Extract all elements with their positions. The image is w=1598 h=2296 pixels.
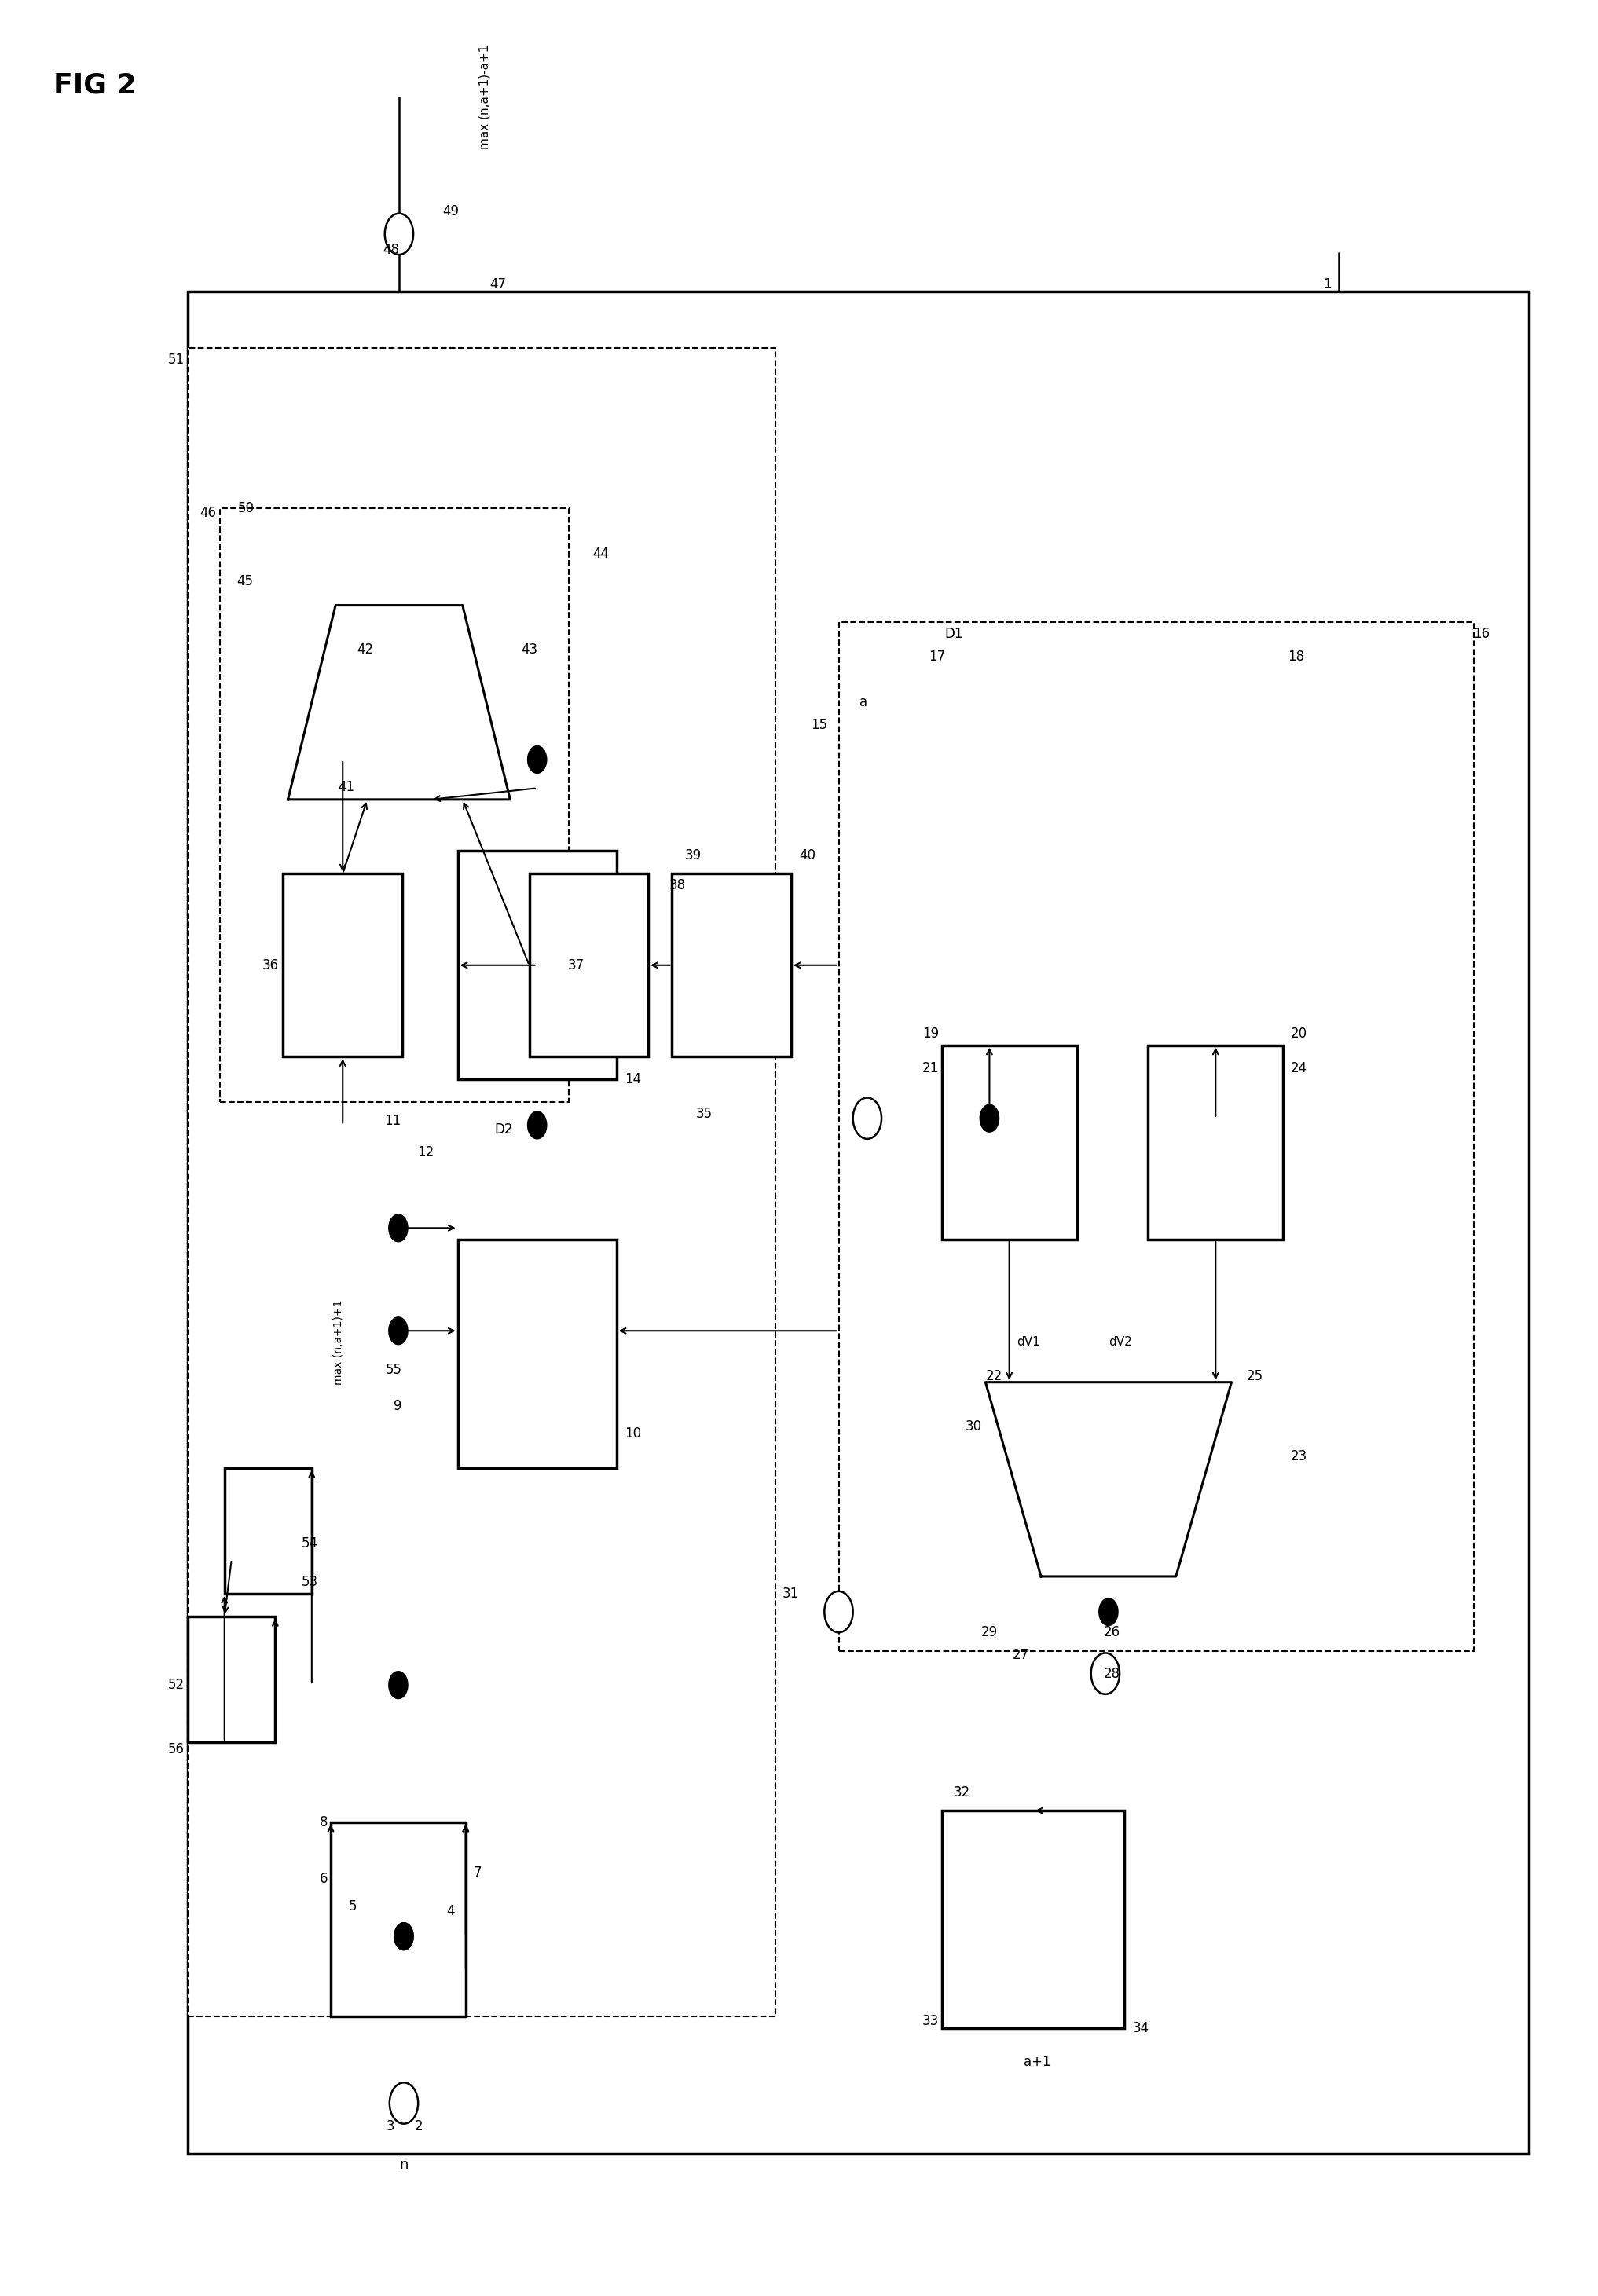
Circle shape	[527, 746, 547, 774]
Text: 46: 46	[200, 505, 217, 519]
Text: 9: 9	[395, 1398, 403, 1414]
Text: 26: 26	[1104, 1626, 1120, 1639]
Text: 15: 15	[810, 719, 828, 732]
Bar	[283, 875, 403, 1056]
Text: D1: D1	[944, 627, 964, 641]
Circle shape	[385, 214, 414, 255]
Bar	[457, 1240, 617, 1467]
Text: 50: 50	[238, 501, 254, 514]
Text: 53: 53	[302, 1575, 318, 1589]
Text: 38: 38	[670, 877, 686, 893]
Bar	[941, 1045, 1077, 1240]
Text: 8: 8	[320, 1816, 328, 1830]
Text: 22: 22	[986, 1368, 1002, 1384]
Circle shape	[395, 1922, 414, 1949]
Text: max (n,a+1)-a+1: max (n,a+1)-a+1	[479, 44, 491, 149]
Text: 20: 20	[1291, 1026, 1307, 1040]
Text: 28: 28	[1104, 1667, 1120, 1681]
Text: 21: 21	[922, 1061, 938, 1075]
Bar	[189, 292, 1529, 2154]
Text: 19: 19	[922, 1026, 938, 1040]
Text: 25: 25	[1246, 1368, 1262, 1384]
Circle shape	[1099, 1598, 1119, 1626]
Text: 10: 10	[625, 1426, 641, 1440]
Text: a: a	[860, 696, 868, 709]
Text: dV1: dV1	[1016, 1336, 1040, 1348]
Bar	[219, 507, 569, 1102]
Text: 36: 36	[262, 957, 278, 971]
Text: 52: 52	[168, 1678, 185, 1692]
Text: n: n	[400, 2158, 407, 2172]
Circle shape	[527, 1111, 547, 1139]
Text: 7: 7	[473, 1864, 483, 1880]
Text: dV2: dV2	[1109, 1336, 1131, 1348]
Text: 14: 14	[625, 1072, 641, 1086]
Bar	[457, 852, 617, 1079]
Text: 51: 51	[168, 354, 185, 367]
Bar	[529, 875, 649, 1056]
Circle shape	[388, 1318, 407, 1345]
Circle shape	[395, 1922, 414, 1949]
Text: 11: 11	[384, 1114, 401, 1127]
Text: 2: 2	[415, 2119, 423, 2133]
Text: 30: 30	[965, 1419, 981, 1433]
Text: 5: 5	[348, 1899, 356, 1915]
Circle shape	[388, 1671, 407, 1699]
Circle shape	[1091, 1653, 1120, 1694]
Text: 32: 32	[954, 1786, 970, 1800]
Text: 39: 39	[684, 850, 702, 863]
Text: 29: 29	[981, 1626, 997, 1639]
Bar	[189, 1616, 275, 1743]
Text: 12: 12	[417, 1146, 435, 1159]
Text: 31: 31	[783, 1587, 799, 1600]
Text: 34: 34	[1133, 2020, 1149, 2034]
Text: 49: 49	[443, 204, 459, 218]
Text: 41: 41	[339, 781, 355, 794]
Text: 33: 33	[922, 2014, 938, 2027]
Text: 18: 18	[1288, 650, 1304, 664]
Text: 56: 56	[168, 1743, 185, 1756]
Bar	[189, 349, 775, 2016]
Text: 37: 37	[569, 957, 585, 971]
Text: FIG 2: FIG 2	[53, 71, 136, 99]
Text: 47: 47	[489, 278, 507, 292]
Text: 3: 3	[387, 2119, 395, 2133]
Text: 54: 54	[302, 1536, 318, 1550]
Text: 48: 48	[382, 243, 400, 257]
Text: a+1: a+1	[1023, 2055, 1050, 2069]
Bar	[673, 875, 791, 1056]
Text: D2: D2	[494, 1123, 513, 1137]
Text: 40: 40	[799, 850, 815, 863]
Bar	[224, 1467, 312, 1593]
Bar	[839, 622, 1473, 1651]
Text: 42: 42	[356, 643, 374, 657]
Text: 4: 4	[447, 1903, 455, 1917]
Text: 17: 17	[928, 650, 944, 664]
Text: 23: 23	[1291, 1449, 1307, 1463]
Text: 43: 43	[521, 643, 539, 657]
Text: max (n,a+1)+1: max (n,a+1)+1	[334, 1300, 344, 1384]
Text: 55: 55	[385, 1362, 403, 1378]
Circle shape	[390, 2082, 419, 2124]
Text: 44: 44	[593, 546, 609, 560]
Text: 6: 6	[320, 1871, 328, 1887]
Circle shape	[825, 1591, 853, 1632]
Text: 24: 24	[1291, 1061, 1307, 1075]
Circle shape	[980, 1104, 999, 1132]
Text: 1: 1	[1323, 278, 1331, 292]
Bar	[1147, 1045, 1283, 1240]
Circle shape	[853, 1097, 882, 1139]
Text: 45: 45	[237, 574, 252, 588]
Circle shape	[388, 1215, 407, 1242]
Text: 16: 16	[1473, 627, 1489, 641]
Bar	[331, 1823, 465, 2016]
Bar	[941, 1812, 1125, 2027]
Text: 27: 27	[1013, 1649, 1029, 1662]
Text: 35: 35	[695, 1107, 713, 1120]
